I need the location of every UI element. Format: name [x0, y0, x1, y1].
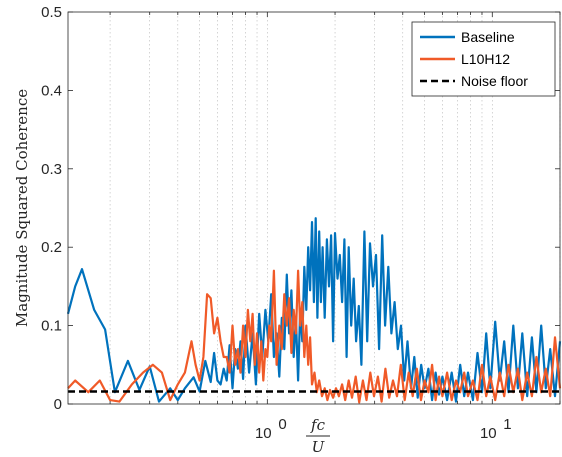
plot-frame: [67, 11, 561, 405]
x-axis-label-numerator: fc: [310, 416, 326, 434]
y-tick-label: 0.5: [41, 4, 62, 21]
x-axis: 10 0 10 1: [109, 12, 561, 442]
x-tick-label-exponent: 1: [503, 416, 511, 433]
x-tick-label: 10: [255, 425, 272, 442]
x-axis-label: fc U: [306, 416, 330, 456]
y-tick-label: 0: [54, 396, 62, 413]
series-line-baseline: [66, 217, 562, 403]
x-tick-label: 10: [480, 425, 497, 442]
x-tick-label-exponent: 0: [278, 416, 286, 433]
legend-label-baseline: Baseline: [461, 29, 515, 45]
y-tick-label: 0.2: [41, 239, 62, 256]
legend-label-l10h12: L10H12: [461, 51, 510, 67]
legend: Baseline L10H12 Noise floor: [411, 21, 556, 97]
y-axis-label: Magnitude Squared Coherence: [13, 89, 31, 327]
y-tick-label: 0.3: [41, 161, 62, 178]
x-axis-label-denominator: U: [312, 438, 326, 456]
legend-label-noise-floor: Noise floor: [461, 73, 528, 89]
y-axis: 0 0.1 0.2 0.3 0.4 0.5: [41, 4, 560, 413]
y-tick-label: 0.4: [41, 82, 62, 99]
series-layer: [66, 217, 562, 404]
y-tick-label: 0.1: [41, 318, 62, 335]
